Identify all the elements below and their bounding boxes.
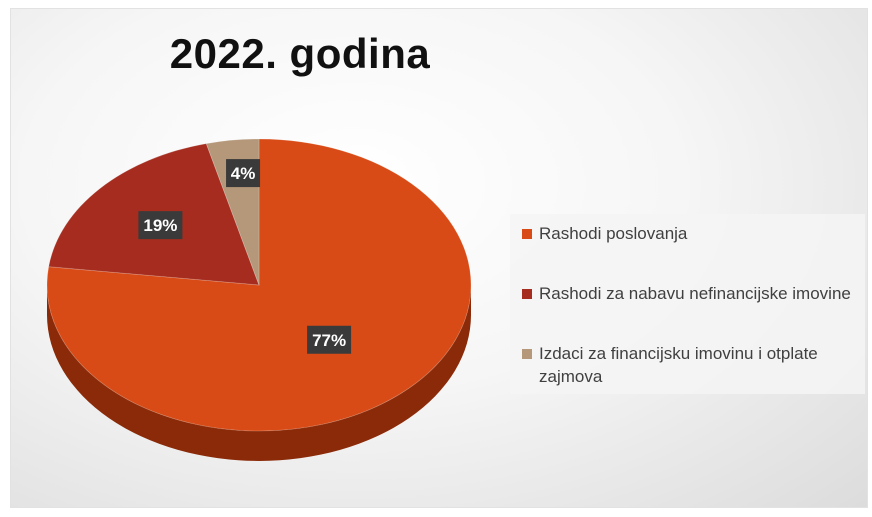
legend-item-rashodi-za-nabavu: Rashodi za nabavu nefinancijske imovine xyxy=(522,282,852,305)
data-label-izdaci-za-financijsku-imovinu-i-otplate-zajmova: 4% xyxy=(226,159,261,188)
legend-label: Rashodi za nabavu nefinancijske imovine xyxy=(539,284,851,303)
data-label-box xyxy=(307,325,352,354)
legend-item-rashodi-poslovanja: Rashodi poslovanja xyxy=(522,222,852,245)
legend-item-izdaci-za-financijsku: Izdaci za financijsku imovinu i otplate … xyxy=(522,342,852,388)
data-label-box xyxy=(226,159,261,188)
data-label-text: 4% xyxy=(231,164,256,183)
pie-slice-rashodi-poslovanja xyxy=(46,138,472,432)
data-label-rashodi-poslovanja: 77% xyxy=(307,325,352,354)
data-label-rashodi-za-nabavu-nefinancijske-imovine: 19% xyxy=(138,211,183,240)
legend-label: Rashodi poslovanja xyxy=(539,224,688,243)
data-label-box xyxy=(138,211,183,240)
data-label-text: 19% xyxy=(143,216,177,235)
pie-side-rashodi-poslovanja xyxy=(47,285,471,461)
legend-swatch xyxy=(522,229,532,239)
data-label-text: 77% xyxy=(312,331,346,350)
legend: Rashodi poslovanja Rashodi za nabavu nef… xyxy=(510,214,865,394)
legend-label: Izdaci za financijsku imovinu i otplate … xyxy=(539,344,818,386)
legend-swatch xyxy=(522,349,532,359)
legend-swatch xyxy=(522,289,532,299)
pie-3d-sides xyxy=(47,285,471,461)
data-labels: 77% 19% 4% xyxy=(138,159,352,354)
chart-title: 2022. godina xyxy=(169,30,431,77)
